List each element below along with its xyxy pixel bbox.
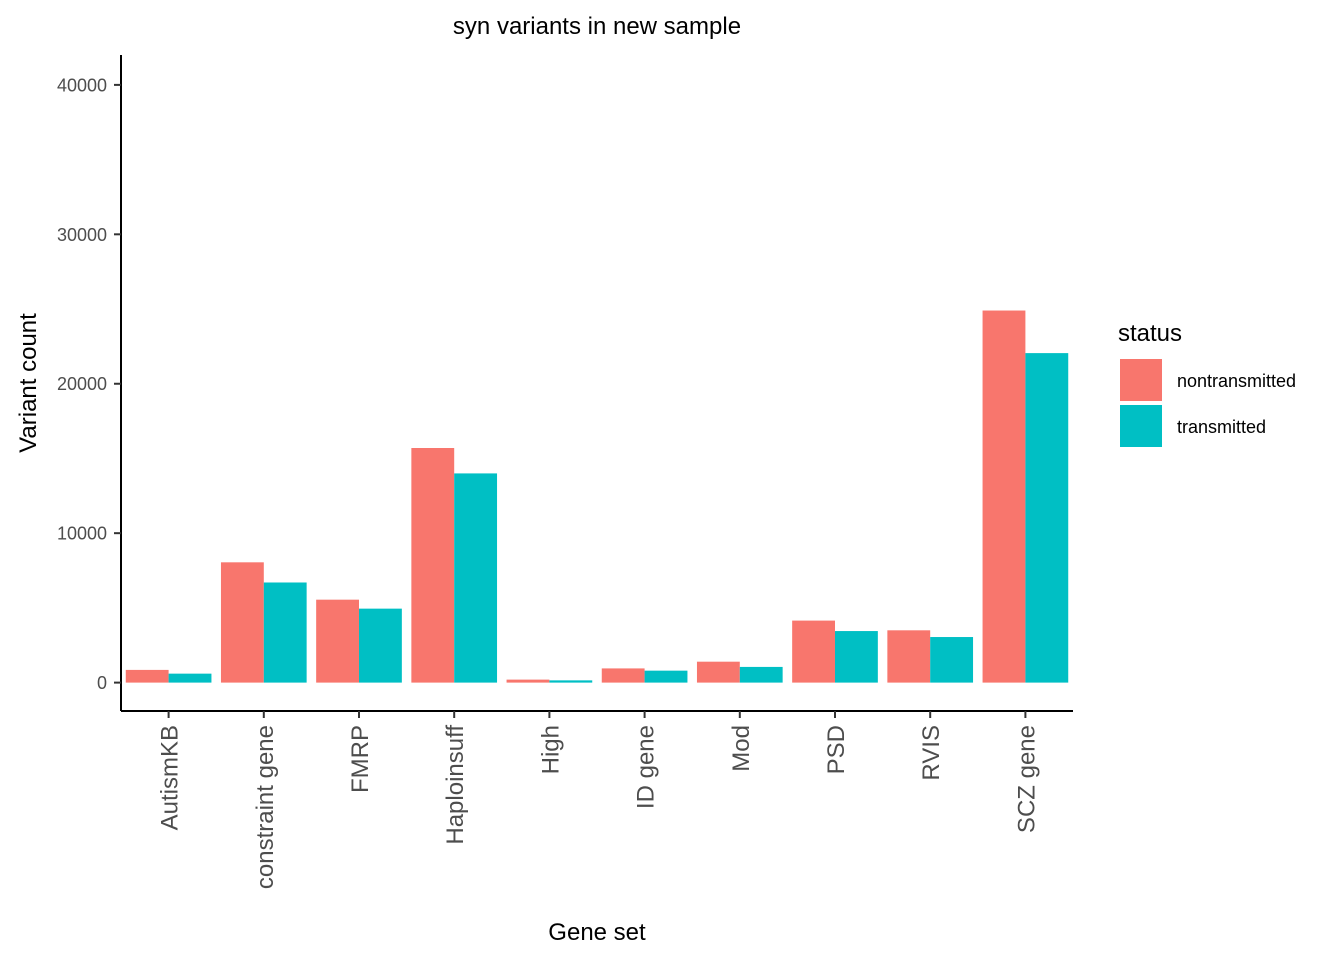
bar-transmitted-high [549,680,593,683]
x-tick-label: constraint gene [252,725,279,889]
bar-transmitted-id-gene [644,670,688,683]
x-axis: AutismKB constraint gene FMRP Haploinsuff Hi… [157,711,1040,889]
bar-nontransmitted-autismkb [125,669,169,683]
bar-nontransmitted-scz-gene [982,310,1026,683]
x-tick-label: RVIS [918,725,945,781]
bar-transmitted-haploinsuff [454,473,498,683]
bar-transmitted-constraint-gene [263,582,307,683]
x-tick-label: PSD [823,725,850,774]
bar-nontransmitted-rvis [887,630,931,683]
y-tick-label: 10000 [57,524,107,544]
bar-nontransmitted-fmrp [316,599,359,683]
bars-group [125,310,1069,683]
bar-transmitted-psd [835,631,878,683]
bar-nontransmitted-high [506,679,550,683]
bar-nontransmitted-psd [792,620,835,683]
x-tick-label: AutismKB [157,725,184,830]
legend-label-transmitted: transmitted [1177,417,1266,437]
y-tick-label: 30000 [57,225,107,245]
legend: status nontransmitted transmitted [1118,320,1296,447]
x-tick-label: High [537,725,564,774]
x-tick-label: Mod [728,725,755,772]
y-tick-label: 0 [97,673,107,693]
bar-nontransmitted-constraint-gene [220,562,264,683]
bar-transmitted-rvis [930,637,974,683]
legend-key-nontransmitted [1120,359,1162,401]
bar-transmitted-mod [739,666,783,683]
chart-title: syn variants in new sample [453,13,741,40]
y-tick-label: 20000 [57,374,107,394]
x-tick-label: ID gene [633,725,660,809]
bar-nontransmitted-haploinsuff [411,448,455,683]
x-tick-label: FMRP [347,725,374,793]
bar-transmitted-scz-gene [1025,353,1069,683]
bar-transmitted-fmrp [359,608,402,683]
legend-title: status [1118,320,1182,347]
x-tick-label: SCZ gene [1013,725,1040,833]
y-axis: 0 10000 20000 30000 40000 [57,75,121,693]
y-tick-label: 40000 [57,75,107,95]
x-axis-title: Gene set [548,919,646,946]
legend-label-nontransmitted: nontransmitted [1177,371,1296,391]
y-axis-title: Variant count [15,313,42,453]
legend-key-transmitted [1120,405,1162,447]
bar-transmitted-autismkb [168,673,212,683]
x-tick-label: Haploinsuff [442,725,469,845]
bar-nontransmitted-id-gene [601,668,645,683]
bar-nontransmitted-mod [696,661,740,683]
